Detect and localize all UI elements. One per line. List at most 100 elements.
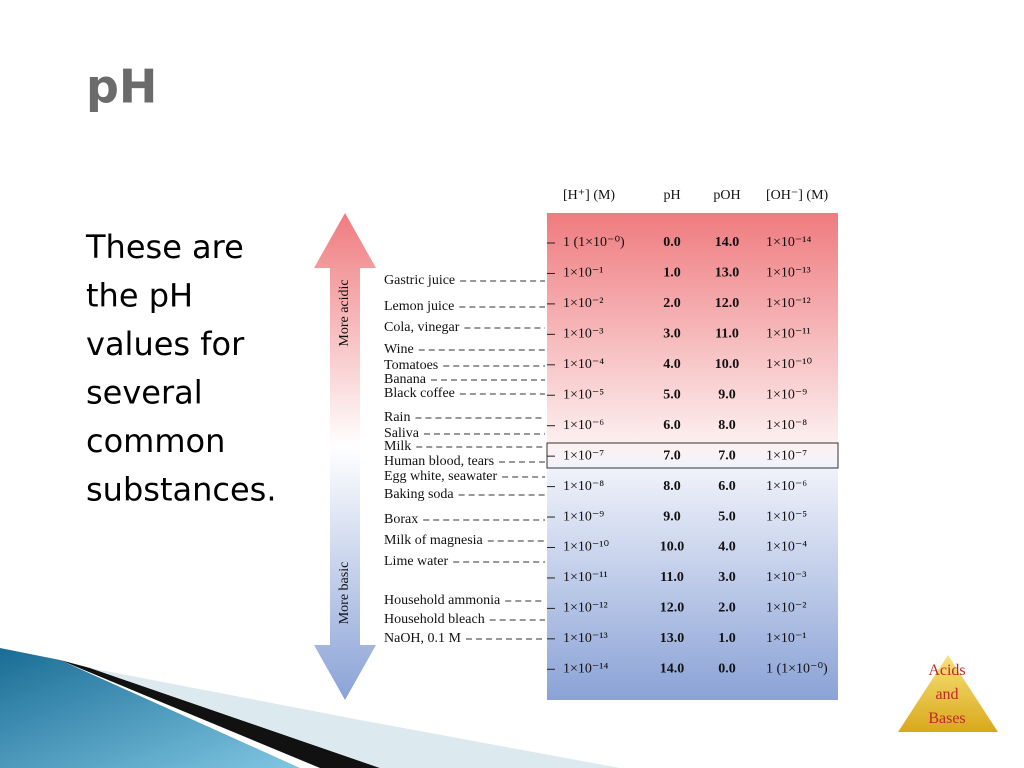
cell: 1.0 — [718, 631, 736, 646]
substance-label: Milk — [384, 439, 411, 454]
substance-label: Wine — [384, 342, 414, 357]
column-header: pOH — [713, 188, 740, 203]
column-header: pH — [663, 188, 680, 203]
cell: 1.0 — [663, 266, 681, 281]
cell: 1×10⁻⁷ — [766, 448, 807, 463]
cell: 0.0 — [718, 662, 736, 677]
cell: 1×10⁻¹¹ — [563, 570, 608, 585]
substance-label: Borax — [384, 512, 418, 527]
cell: 1×10⁻⁴ — [563, 357, 604, 372]
arrow-label-top: More acidic — [337, 279, 352, 346]
body-line: values for — [86, 325, 245, 363]
logo-line: and — [935, 686, 958, 703]
figure: [H⁺] (M) pH pOH [OH⁻] (M) 1 (1×10⁻⁰) 0.0 14.0 1… — [384, 188, 829, 676]
cell: 1×10⁻¹⁰ — [563, 540, 609, 555]
cell: 1×10⁻³ — [766, 570, 806, 585]
substance-label: Egg white, seawater — [384, 469, 497, 484]
cell: 2.0 — [663, 296, 681, 311]
cell: 1×10⁻¹³ — [766, 266, 811, 281]
cell: 1×10⁻¹ — [766, 631, 806, 646]
cell: 9.0 — [663, 509, 681, 524]
body-line: several — [86, 374, 203, 412]
cell: 12.0 — [715, 296, 740, 311]
cell: 0.0 — [663, 235, 681, 250]
title: pH — [86, 60, 157, 114]
cell: 1×10⁻⁶ — [563, 418, 604, 433]
cell: 5.0 — [718, 509, 736, 524]
logo: Acids and Bases — [928, 662, 965, 727]
swoosh — [0, 648, 300, 768]
substance-label: Rain — [384, 410, 410, 425]
cell: 1×10⁻⁴ — [766, 540, 807, 555]
body-line: substances. — [86, 471, 277, 509]
cell: 1×10⁻¹⁴ — [766, 235, 811, 250]
cell: 1×10⁻⁹ — [563, 509, 604, 524]
cell: 6.0 — [718, 479, 736, 494]
cell: 7.0 — [718, 448, 736, 463]
cell: 8.0 — [663, 479, 681, 494]
substance-label: Milk of magnesia — [384, 533, 484, 548]
cell: 5.0 — [663, 387, 681, 402]
cell: 8.0 — [718, 418, 736, 433]
logo-line: Acids — [928, 662, 965, 679]
cell: 14.0 — [715, 235, 740, 250]
arrow-label-bottom: More basic — [337, 562, 352, 625]
body-line: common — [86, 422, 225, 460]
substance-label: Baking soda — [384, 487, 454, 502]
cell: 1×10⁻⁸ — [766, 418, 807, 433]
table-background — [547, 213, 838, 700]
cell: 11.0 — [715, 327, 739, 342]
cell: 1 (1×10⁻⁰) — [766, 662, 828, 677]
cell: 12.0 — [660, 601, 685, 616]
cell: 1×10⁻¹² — [766, 296, 811, 311]
cell: 4.0 — [718, 540, 736, 555]
substance-label: NaOH, 0.1 M — [384, 631, 462, 646]
cell: 13.0 — [715, 266, 740, 281]
swoosh-light — [90, 668, 620, 768]
substance-label: Household bleach — [384, 612, 485, 627]
column-header: [H⁺] (M) — [563, 188, 615, 203]
cell: 4.0 — [663, 357, 681, 372]
cell: 14.0 — [660, 662, 685, 677]
substance-label: Black coffee — [384, 386, 455, 401]
neutral-box — [546, 442, 839, 469]
cell: 1×10⁻⁹ — [766, 387, 807, 402]
cell: 7.0 — [663, 448, 681, 463]
cell: 1×10⁻⁷ — [563, 448, 604, 463]
substance-label: Lemon juice — [384, 299, 454, 314]
substance-label: Cola, vinegar — [384, 320, 460, 335]
body-text: These are the pH values for several common su… — [85, 228, 277, 509]
substance-label: Saliva — [384, 426, 420, 441]
cell: 10.0 — [660, 540, 685, 555]
cell: 1×10⁻¹² — [563, 601, 608, 616]
cell: 1×10⁻² — [563, 296, 603, 311]
swoosh-stripe — [60, 660, 380, 768]
cell: 9.0 — [718, 387, 736, 402]
cell: 1×10⁻⁸ — [563, 479, 604, 494]
cell: 1×10⁻⁶ — [766, 479, 807, 494]
cell: 1×10⁻¹¹ — [766, 327, 811, 342]
cell: 1×10⁻⁵ — [563, 387, 604, 402]
cell: 1×10⁻¹³ — [563, 631, 608, 646]
cell: 11.0 — [660, 570, 684, 585]
cell: 3.0 — [663, 327, 681, 342]
cell: 6.0 — [663, 418, 681, 433]
logo-triangle — [898, 655, 998, 732]
substance-label: Human blood, tears — [384, 454, 494, 469]
cell: 1×10⁻¹⁴ — [563, 662, 608, 677]
cell: 1 (1×10⁻⁰) — [563, 235, 625, 250]
cell: 1×10⁻² — [766, 601, 806, 616]
substance-label: Banana — [384, 372, 427, 387]
cell: 3.0 — [718, 570, 736, 585]
column-header: [OH⁻] (M) — [766, 188, 829, 203]
substance-label: Tomatoes — [384, 358, 438, 373]
substance-label: Household ammonia — [384, 593, 501, 608]
cell: 2.0 — [718, 601, 736, 616]
cell: 1×10⁻¹ — [563, 266, 603, 281]
cell: 10.0 — [715, 357, 740, 372]
body-line: These are — [85, 228, 244, 266]
cell: 13.0 — [660, 631, 685, 646]
body-line: the pH — [86, 277, 193, 315]
cell: 1×10⁻³ — [563, 327, 603, 342]
